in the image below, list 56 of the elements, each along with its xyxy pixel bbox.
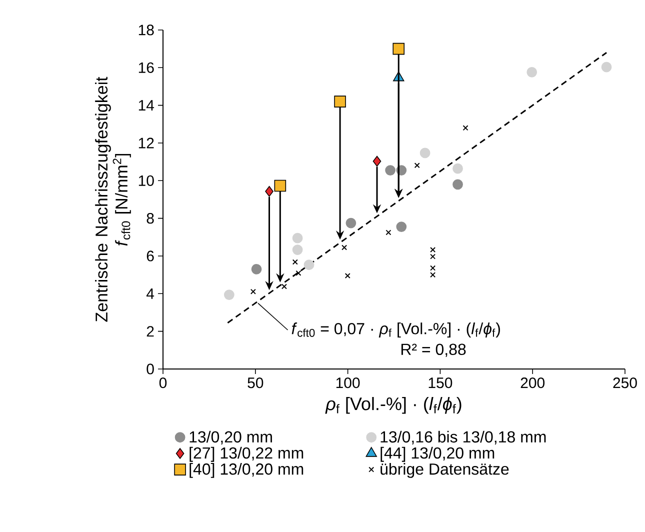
point xyxy=(344,273,350,279)
point xyxy=(274,180,286,192)
x-tick-label: 250 xyxy=(613,378,637,388)
point xyxy=(250,288,256,294)
point xyxy=(526,66,538,78)
legend-label: übrige Datensätze xyxy=(380,463,509,478)
point xyxy=(224,290,234,300)
y-tick-label: 14 xyxy=(138,100,154,110)
x-tick-label: 200 xyxy=(520,378,545,388)
point xyxy=(304,260,314,270)
point xyxy=(292,259,298,265)
point xyxy=(251,264,262,274)
y-tick-label: 8 xyxy=(146,213,154,224)
legend-label: [27] 13/0,22 mm xyxy=(190,446,304,462)
point xyxy=(346,218,356,228)
y-tick-label: 4 xyxy=(146,288,154,299)
y-tick-label: 6 xyxy=(146,250,154,262)
point xyxy=(386,230,392,236)
point xyxy=(452,179,463,190)
legend-label: 13/0,16 bis 13/0,18 mm xyxy=(380,430,546,444)
legend-label: [40] 13/0,20 mm xyxy=(190,463,304,478)
point xyxy=(396,222,407,232)
x-tick-label: 0 xyxy=(159,378,167,388)
point xyxy=(292,244,303,255)
x-tick-label: 150 xyxy=(428,378,452,388)
y-tick-label: 18 xyxy=(138,24,154,36)
point xyxy=(414,162,420,168)
point xyxy=(265,186,274,197)
point xyxy=(292,232,303,244)
point xyxy=(334,96,346,108)
text: ρ$_{f}$ [Vol.-%] · (l$_{f}$/ϕ$_{f}$) xyxy=(325,397,462,414)
point xyxy=(430,265,436,271)
point xyxy=(430,272,436,278)
point xyxy=(420,148,430,158)
point xyxy=(281,284,287,290)
annotation: R² = 0,88 xyxy=(401,344,466,357)
point xyxy=(296,270,302,276)
text: f$_{cft0}$ = 0,07 · ρ$_{f}$ [Vol.-%] · (l$_{f}$/ϕ$_{f}$) xyxy=(292,322,500,338)
x-tick-label: 50 xyxy=(248,378,264,388)
x-tick-label: 100 xyxy=(336,378,360,388)
legend-label: [44] 13/0,20 mm xyxy=(380,446,494,462)
y-tick-label: 10 xyxy=(138,175,154,186)
point xyxy=(430,254,436,260)
point xyxy=(601,62,612,72)
point xyxy=(385,165,396,176)
y-tick-label: 0 xyxy=(146,364,154,374)
y-tick-label: 2 xyxy=(146,326,154,337)
legend-label: 13/0,20 mm xyxy=(190,430,272,444)
point xyxy=(452,163,463,174)
point xyxy=(342,244,348,250)
point xyxy=(372,156,382,167)
point xyxy=(462,125,468,131)
y-tick-label: 16 xyxy=(138,62,154,73)
point xyxy=(430,247,436,253)
point xyxy=(392,42,405,55)
y-tick-label: 12 xyxy=(138,138,154,148)
